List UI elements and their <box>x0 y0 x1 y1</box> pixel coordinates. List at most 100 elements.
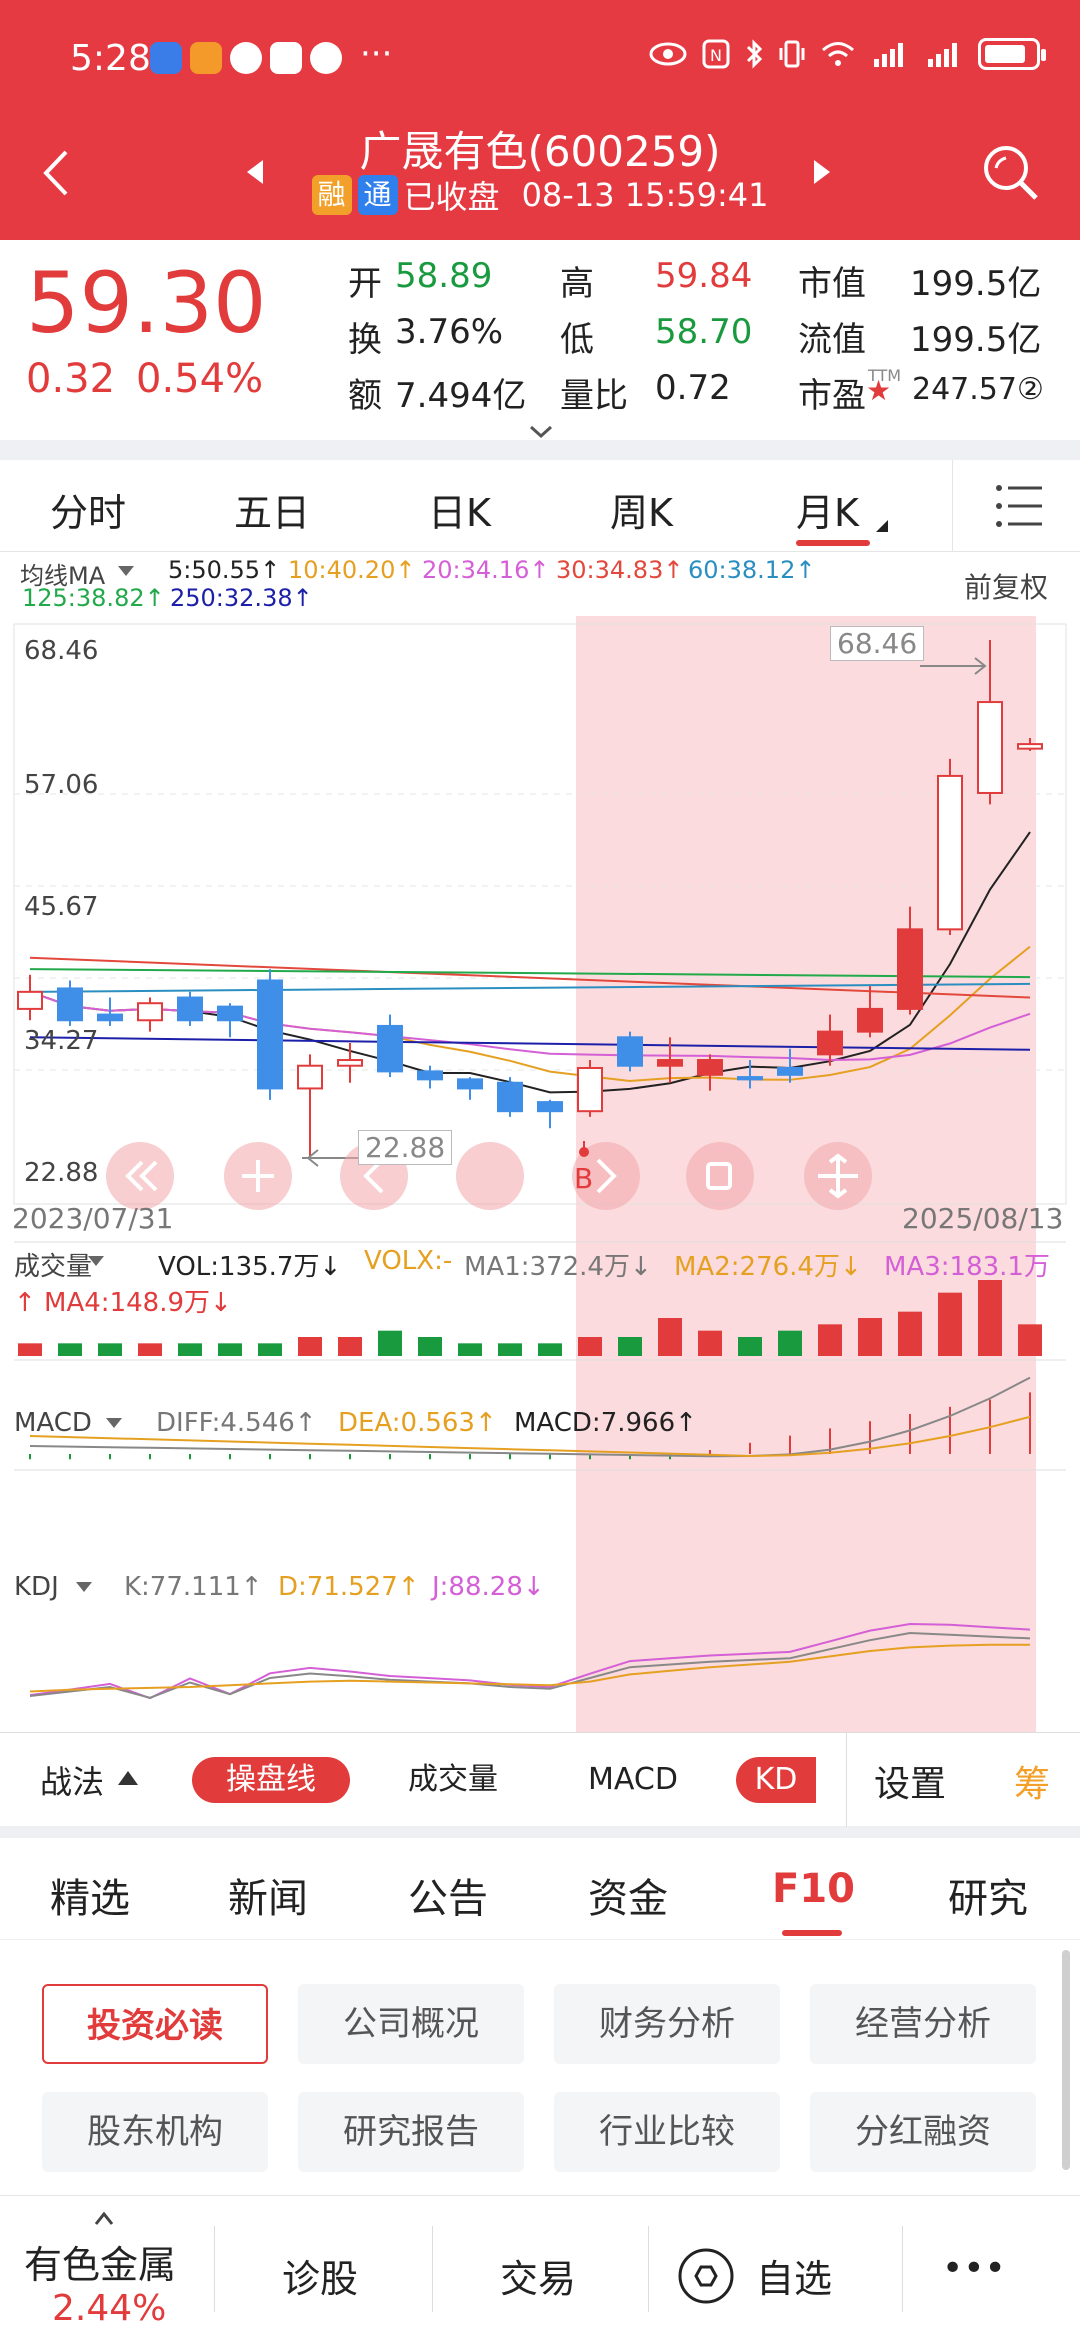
candle <box>937 758 963 936</box>
kdj-d: D:71.527↑ <box>278 1572 420 1602</box>
sector-change: 2.44% <box>52 2288 167 2329</box>
watchlist-button[interactable]: 自选 <box>756 2257 833 2301</box>
volume-bar <box>1018 1324 1042 1356</box>
volume-bar <box>978 1280 1002 1356</box>
candle-body <box>737 1076 763 1081</box>
watchlist-icon[interactable] <box>676 2246 736 2306</box>
ma-dropdown-icon <box>118 566 134 576</box>
low-label: 低 <box>560 320 594 360</box>
more-menu-button[interactable]: ••• <box>942 2248 1006 2289</box>
status-time: 5:28 <box>70 38 151 79</box>
app-icon <box>150 42 182 74</box>
volume-bar <box>858 1318 882 1356</box>
candle-body <box>337 1059 363 1067</box>
volume-bar <box>418 1337 442 1356</box>
candle-body <box>57 987 83 1022</box>
f10-industry-compare-button[interactable]: 行业比较 <box>554 2092 780 2172</box>
vibrate-icon <box>779 40 805 68</box>
vol-value: VOL:135.7万↓ <box>158 1252 342 1282</box>
volume-bar <box>98 1343 122 1356</box>
f10-operations-button[interactable]: 经营分析 <box>810 1984 1036 2064</box>
kdj-k-line <box>29 1631 1031 1699</box>
ma-line <box>29 1036 1031 1051</box>
bank-app-icon <box>270 42 302 74</box>
tab-research[interactable]: 研究 <box>948 1876 1028 1922</box>
tab-news[interactable]: 新闻 <box>228 1876 308 1922</box>
volume-bar <box>818 1324 842 1356</box>
mcap-value: 199.5亿 <box>910 264 1042 304</box>
expand-chevron-icon[interactable] <box>528 424 554 440</box>
f10-shareholders-button[interactable]: 股东机构 <box>42 2092 268 2172</box>
macd-label[interactable]: MACD <box>14 1408 92 1438</box>
last-price: 59.30 <box>26 254 267 352</box>
f10-dividend-button[interactable]: 分红融资 <box>810 2092 1036 2172</box>
ma125-value: 125:38.82↑ <box>22 584 165 612</box>
ma-label[interactable]: 均线MA <box>20 562 106 590</box>
volume-bar <box>658 1318 682 1356</box>
tab-weekly-k[interactable]: 周K <box>610 491 673 535</box>
price-axis-label: 68.46 <box>24 636 99 666</box>
f10-research-reports-button[interactable]: 研究报告 <box>298 2092 524 2172</box>
f10-must-read-button[interactable]: 投资必读 <box>42 1984 268 2064</box>
tab-announcements[interactable]: 公告 <box>408 1876 488 1922</box>
tab-daily-k[interactable]: 日K <box>428 491 491 535</box>
tab-five-day[interactable]: 五日 <box>234 491 311 535</box>
candle <box>1017 737 1043 751</box>
macd-diff: DIFF:4.546↑ <box>156 1408 317 1438</box>
adjust-mode[interactable]: 前复权 <box>964 571 1049 604</box>
settings-button[interactable]: 设置 <box>874 1764 947 1805</box>
volume-bar <box>58 1343 82 1356</box>
tab-funds[interactable]: 资金 <box>588 1876 668 1922</box>
f10-company-profile-button[interactable]: 公司概况 <box>298 1984 524 2064</box>
list-settings-icon[interactable] <box>994 482 1044 530</box>
indicator-pill-active[interactable]: KD <box>736 1757 816 1803</box>
pe-ttm-label: TTM <box>868 366 902 385</box>
quote-datetime: 08-13 15:59:41 <box>521 176 769 214</box>
volume-bar <box>258 1343 282 1356</box>
ma-line <box>29 982 1031 993</box>
chips-button[interactable]: 筹 <box>1014 1764 1051 1805</box>
f10-financial-analysis-button[interactable]: 财务分析 <box>554 1984 780 2064</box>
trade-button[interactable]: 交易 <box>500 2257 577 2301</box>
tab-intraday[interactable]: 分时 <box>50 491 127 535</box>
strategy-button[interactable]: 战法 <box>40 1763 105 1801</box>
candle-body <box>777 1066 803 1076</box>
volume-bar <box>618 1337 642 1356</box>
volume-bar <box>298 1337 322 1356</box>
ma-line <box>29 968 1031 979</box>
tab-f10[interactable]: F10 <box>772 1866 855 1912</box>
info-tabs: 精选 新闻 公告 资金 F10 研究 <box>0 1838 1080 1940</box>
next-stock-icon[interactable] <box>812 158 832 186</box>
candle-body <box>417 1070 443 1081</box>
volume-label[interactable]: 成交量 <box>14 1252 93 1282</box>
diagnose-button[interactable]: 诊股 <box>282 2257 359 2301</box>
indicator-pill[interactable]: MACD <box>588 1762 678 1797</box>
kdj-dropdown-icon <box>76 1582 92 1592</box>
candle-body <box>617 1036 643 1067</box>
search-icon[interactable] <box>980 142 1042 204</box>
kdj-j-line <box>29 1622 1031 1700</box>
indicator-pill-active[interactable]: 操盘线 <box>192 1757 350 1803</box>
kdj-d-line <box>29 1643 1030 1693</box>
pe-label: 市盈 <box>798 376 866 416</box>
float-label: 流值 <box>798 320 866 360</box>
back-icon[interactable] <box>40 148 72 198</box>
candle <box>457 1077 483 1100</box>
candle-body <box>857 1007 883 1033</box>
video-app-icon <box>190 42 222 74</box>
tab-monthly-k[interactable]: 月K <box>796 491 859 535</box>
candle <box>217 1003 243 1038</box>
candle-body <box>657 1059 683 1067</box>
scrollbar[interactable] <box>1062 1950 1070 2170</box>
sector-name[interactable]: 有色金属 <box>24 2243 177 2287</box>
tab-featured[interactable]: 精选 <box>50 1876 130 1922</box>
kline-chart-area[interactable]: 均线MA 5:50.55↑ 10:40.20↑ 20:34.16↑ 30:34.… <box>0 552 1080 1732</box>
nfc-icon: N <box>702 39 730 69</box>
prev-stock-icon[interactable] <box>245 158 265 186</box>
kdj-label[interactable]: KDJ <box>14 1572 59 1602</box>
indicator-pill[interactable]: 成交量 <box>408 1762 498 1797</box>
chat-icon <box>230 42 262 74</box>
indicator-toolbar: 战法 操盘线 成交量 MACD KD 设置 筹 <box>0 1732 1080 1827</box>
info-tab-indicator <box>782 1930 842 1936</box>
candle <box>97 997 123 1026</box>
